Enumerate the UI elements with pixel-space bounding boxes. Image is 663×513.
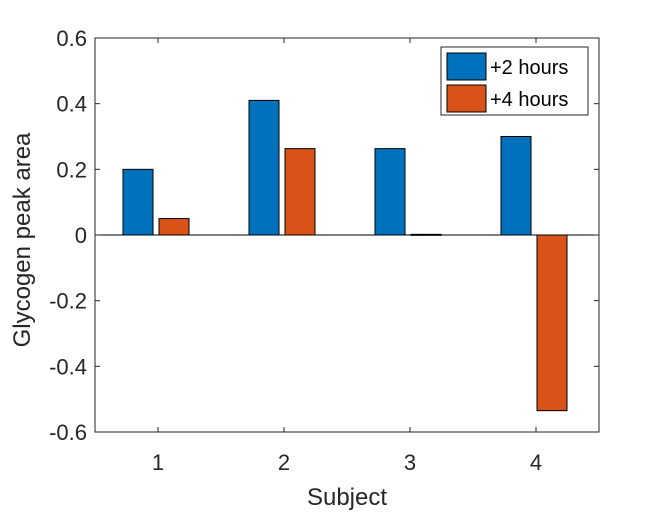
x-tick-label: 2 (278, 450, 290, 475)
y-tick-label: -0.4 (49, 354, 87, 379)
ticks-layer: -0.6 -0.4 -0.2 0 0.2 0.4 0.6 1 2 3 4 (49, 26, 599, 475)
y-axis-label: Glycogen peak area (9, 132, 36, 347)
bar-series-1-subject-2 (248, 99, 280, 236)
x-axis-label: Subject (307, 484, 387, 511)
x-tick-label: 3 (404, 450, 416, 475)
bar-series-2-subject-4 (536, 234, 568, 412)
legend-label-series-2: +4 hours (490, 89, 568, 111)
y-tick-label: 0 (75, 223, 87, 248)
y-tick-label: -0.6 (49, 420, 87, 445)
axes-box (94, 37, 600, 433)
y-tick-label: 0.2 (56, 157, 87, 182)
bars-layer (122, 99, 568, 412)
y-tick-label: 0.4 (56, 92, 87, 117)
bar-series-2-subject-2 (284, 148, 316, 236)
bar-series-1-subject-4 (500, 136, 532, 236)
y-tick-label: 0.6 (56, 26, 87, 51)
y-tick-label: -0.2 (49, 289, 87, 314)
x-tick-label: 4 (530, 450, 542, 475)
legend-swatch-series-1 (446, 52, 487, 81)
bar-series-1-subject-1 (122, 168, 154, 236)
bar-series-1-subject-3 (374, 148, 406, 236)
legend: +2 hours +4 hours (440, 46, 589, 116)
legend-swatch-series-2 (446, 84, 487, 113)
x-tick-label: 1 (152, 450, 164, 475)
bar-series-2-subject-1 (158, 218, 190, 236)
legend-label-series-1: +2 hours (490, 57, 568, 79)
